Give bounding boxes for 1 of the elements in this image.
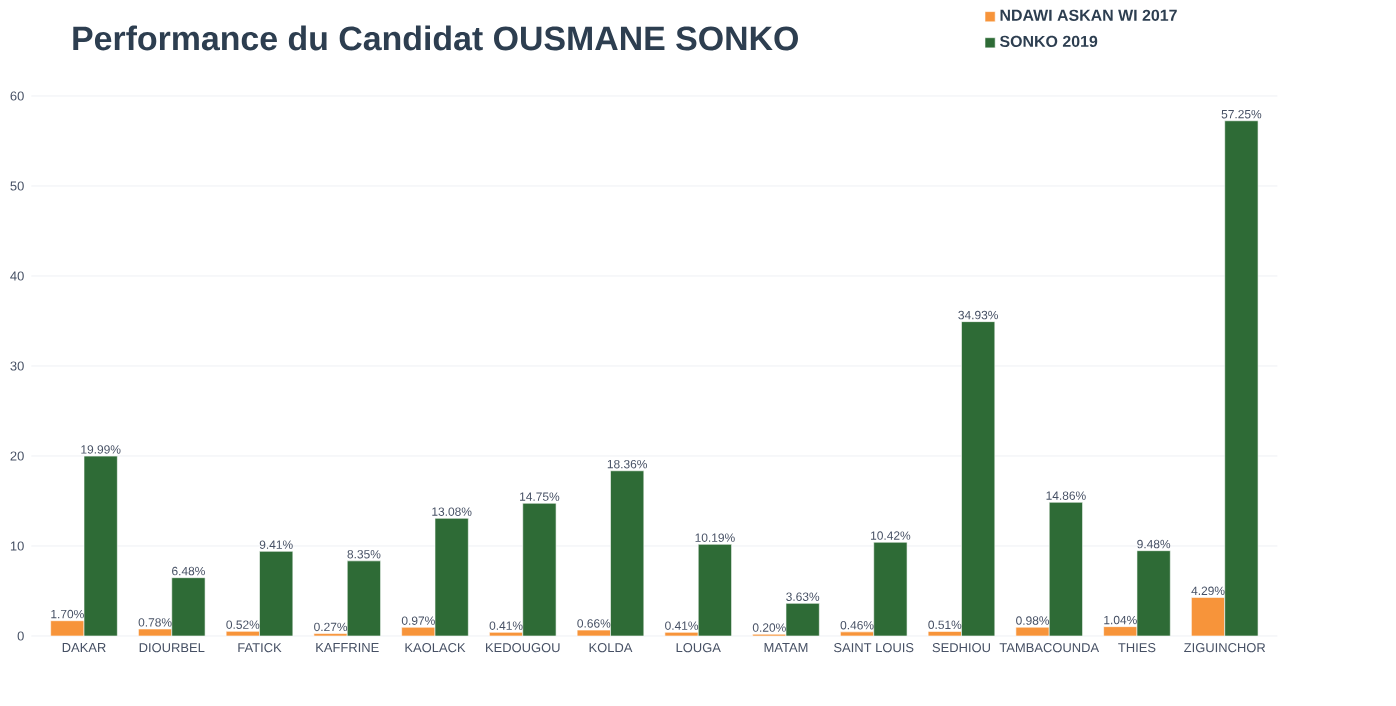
chart-title: Performance du Candidat OUSMANE SONKO [73,25,798,51]
